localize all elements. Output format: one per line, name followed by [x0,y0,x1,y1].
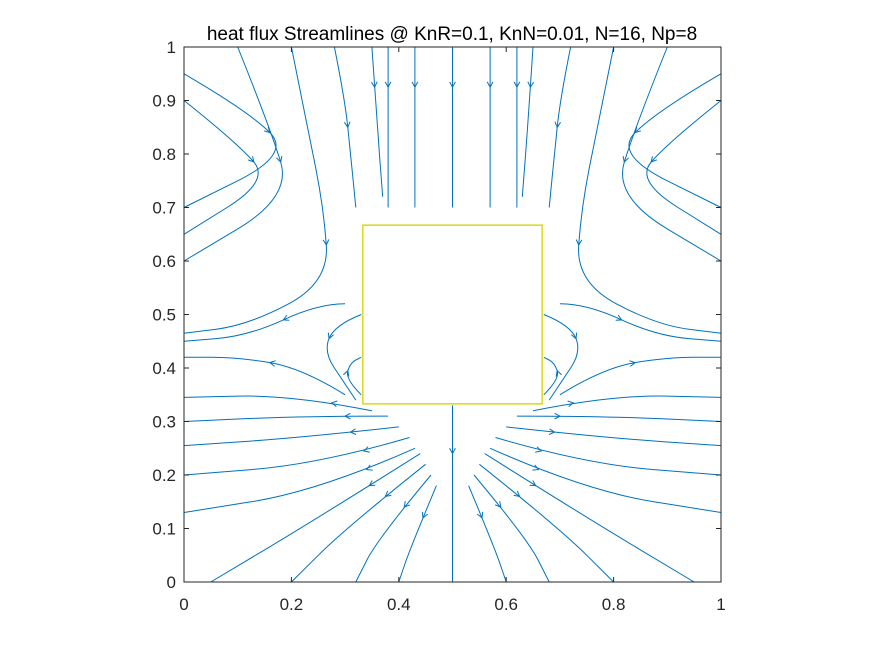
streamline [371,46,384,197]
y-tick-label: 0 [167,573,176,592]
streamlines [183,46,722,583]
streamline [183,426,399,447]
streamline [516,415,722,422]
streamline-arrow [555,369,562,377]
streamline-arrow [495,501,502,508]
streamline [183,447,416,513]
x-tick-label: 0.2 [280,595,304,614]
streamline [479,463,614,583]
streamline [468,485,507,583]
y-tick-label: 0.6 [152,252,176,271]
streamline [398,485,437,583]
y-tick-label: 0.5 [152,306,176,325]
streamline [183,437,410,476]
streamline-arrow [365,464,373,471]
streamline [532,395,722,412]
y-tick-label: 0.2 [152,466,176,485]
y-tick-label: 0.7 [152,199,176,218]
streamline-arrow [615,314,623,321]
streamline-arrow [344,412,351,420]
streamline-arrow [362,446,370,453]
y-tick-label: 1 [167,38,176,57]
streamline [473,474,550,583]
streamline [183,415,389,422]
streamline-arrow [567,400,575,407]
streamline-arrow [343,121,351,129]
streamline [543,314,579,401]
x-tick-label: 0 [179,595,188,614]
streamline-arrow [535,446,543,453]
streamline [355,474,432,583]
streamline-arrow [634,126,641,134]
streamline [521,46,534,197]
axes [183,46,722,583]
streamline-arrow [349,428,357,435]
streamline-arrow [322,239,330,246]
streamline [506,426,722,447]
streamline [291,463,426,583]
x-tick-label: 1 [716,595,725,614]
streamline-arrow [384,490,392,498]
streamline-arrow [554,121,562,129]
streamline [484,453,695,583]
obstacle [362,224,543,405]
y-tick-label: 0.4 [152,359,176,378]
streamline [183,395,372,412]
streamline-arrow [411,81,419,89]
tick-labels: 0 0.2 0.4 0.6 0.8 1 0 0.1 0.2 0.3 0.4 0.5 0.6 0.7 0.8 0… [152,38,725,614]
x-tick-label: 0.6 [494,595,518,614]
streamline [495,437,722,476]
streamline-arrow [629,360,637,367]
x-tick-label: 0.4 [387,595,411,614]
streamline-arrow [282,314,290,321]
streamline-arrow [449,81,456,89]
streamline-arrow [421,511,429,519]
streamline-arrow [548,428,556,435]
streamline-arrow [513,81,521,89]
streamline-arrow [527,81,535,89]
streamline-arrow [327,332,334,340]
streamline-arrow [513,490,521,498]
streamline [210,453,421,583]
streamline-arrow [248,156,255,163]
streamline-arrow [575,239,583,246]
y-tick-label: 0.1 [152,520,176,539]
streamline-arrow [476,511,484,519]
x-tick-label: 0.8 [602,595,626,614]
streamline-arrow [276,156,283,163]
streamline-arrow [532,464,540,471]
streamline-arrow [554,412,561,420]
streamline-arrow [268,360,276,367]
streamline-arrow [486,81,494,89]
y-tick-label: 0.3 [152,413,176,432]
streamline-arrow [622,156,629,163]
streamline-arrow [403,501,410,508]
streamline-arrow [330,400,338,407]
streamline-arrow [571,332,578,340]
y-tick-label: 0.8 [152,145,176,164]
y-tick-label: 0.9 [152,92,176,111]
chart-title: heat flux Streamlines @ KnR=0.1, KnN=0.0… [207,24,697,45]
streamline-arrow [370,81,378,89]
streamline-arrow [343,369,350,377]
obstacle-rect [362,224,543,405]
streamline [489,447,722,513]
streamline-arrow [650,156,657,163]
streamline-arrow [368,480,376,487]
streamline-arrow [449,448,456,455]
streamline-arrow [264,126,271,134]
streamline-arrow [529,480,537,487]
streamline [326,314,362,401]
streamline-arrow [384,81,392,89]
